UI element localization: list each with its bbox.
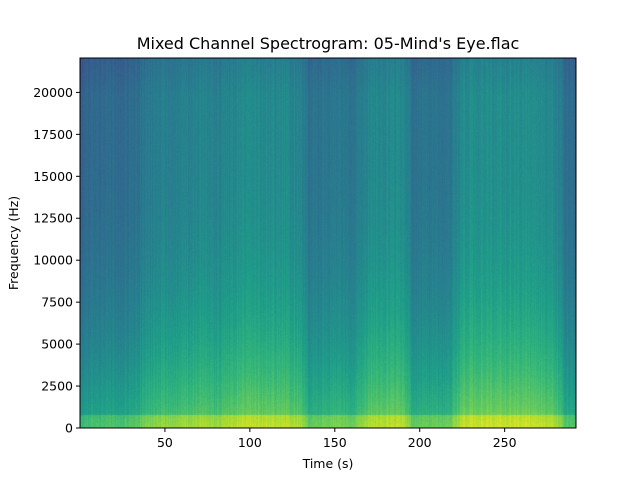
y-tick-label: 0 bbox=[65, 421, 73, 436]
y-tick-label: 2500 bbox=[41, 379, 73, 394]
y-tick-label: 20000 bbox=[33, 85, 73, 100]
x-tick-label: 200 bbox=[408, 435, 432, 450]
x-tick-label: 50 bbox=[157, 435, 173, 450]
y-tick-label: 7500 bbox=[41, 295, 73, 310]
y-tick-label: 12500 bbox=[33, 211, 73, 226]
y-tick-label: 15000 bbox=[33, 169, 73, 184]
x-axis-label: Time (s) bbox=[302, 456, 354, 471]
y-tick-label: 10000 bbox=[33, 253, 73, 268]
y-tick-label: 17500 bbox=[33, 127, 73, 142]
y-axis-label: Frequency (Hz) bbox=[6, 196, 21, 290]
spectrogram-heatmap bbox=[80, 58, 576, 428]
plot-area bbox=[80, 58, 576, 428]
x-tick-label: 100 bbox=[238, 435, 262, 450]
y-tick-label: 5000 bbox=[41, 337, 73, 352]
x-tick-label: 250 bbox=[493, 435, 517, 450]
x-tick-label: 150 bbox=[323, 435, 347, 450]
x-axis-ticks: 50 100 150 200 250 bbox=[157, 428, 517, 450]
y-axis-ticks: 0 2500 5000 7500 10000 12500 15000 17500 20000 bbox=[33, 85, 80, 436]
plot-frame bbox=[79, 57, 577, 429]
chart-title: Mixed Channel Spectrogram: 05-Mind's Eye… bbox=[137, 34, 520, 53]
